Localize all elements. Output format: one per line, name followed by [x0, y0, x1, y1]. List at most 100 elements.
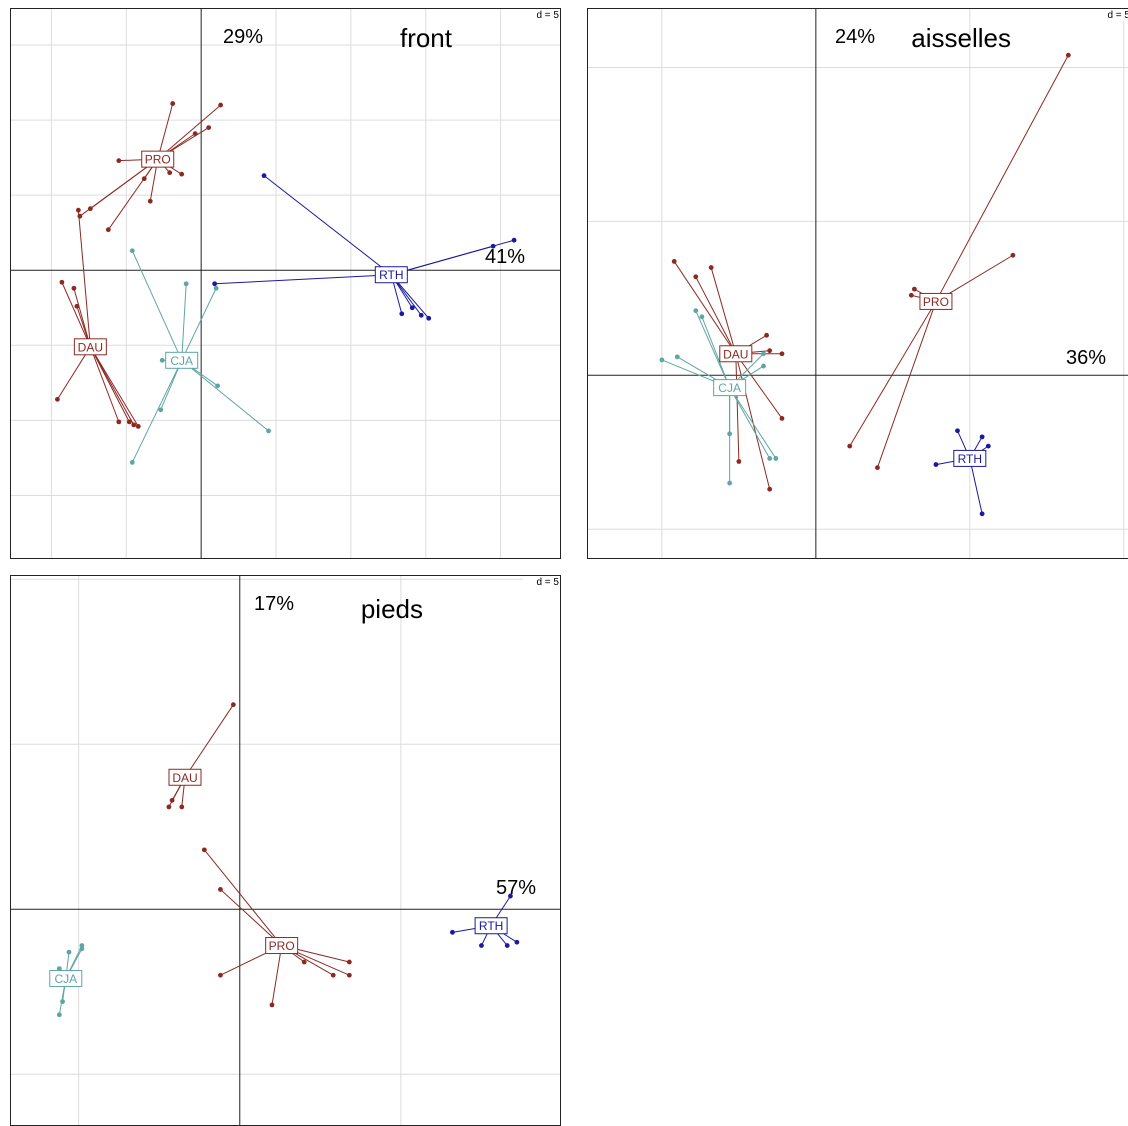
star-segment: [131, 250, 183, 361]
data-point: [699, 314, 705, 320]
data-point: [135, 423, 141, 429]
data-point: [183, 281, 189, 287]
data-point: [426, 315, 432, 321]
star-segment: [77, 210, 91, 347]
grid: [11, 576, 560, 1125]
label-text: PRO: [145, 153, 171, 167]
star-segment: [107, 158, 159, 230]
grid-scale-label: d = 5: [536, 10, 559, 21]
label-box: [374, 266, 408, 284]
data-point: [212, 281, 218, 287]
data-point: [266, 428, 271, 434]
data-point: [261, 173, 267, 179]
centroid-label-cja: CJA: [49, 970, 83, 988]
data-point: [79, 943, 85, 948]
data-point: [708, 265, 714, 270]
star-segment: [935, 54, 1069, 302]
data-point: [87, 206, 93, 212]
label-text: PRO: [269, 939, 295, 953]
data-point: [169, 797, 175, 803]
label-box: [919, 292, 953, 310]
data-point: [847, 443, 853, 449]
label-box: [49, 970, 83, 988]
star-segment: [673, 261, 737, 355]
label-text: CJA: [54, 972, 77, 986]
label-box: [713, 379, 747, 397]
data-point: [75, 207, 81, 213]
label-box: [165, 351, 199, 369]
data-point: [206, 125, 212, 131]
data-point: [727, 480, 733, 486]
data-point: [346, 959, 352, 965]
star-segment: [89, 346, 139, 427]
data-point: [301, 959, 307, 965]
centroid-label-dau: DAU: [73, 338, 107, 356]
data-point: [767, 486, 773, 492]
data-point: [330, 972, 336, 978]
data-point: [166, 804, 172, 810]
star-segment: [695, 276, 737, 354]
data-point: [215, 383, 221, 389]
star-segment: [220, 889, 283, 946]
data-point: [727, 431, 733, 437]
centroid-label-pro: PRO: [919, 292, 953, 310]
data-point: [346, 972, 352, 978]
label-box: [953, 449, 987, 467]
series-pro: [77, 101, 224, 233]
star-segment: [263, 175, 392, 276]
centroid-label-rth: RTH: [953, 449, 987, 467]
data-point: [479, 943, 484, 948]
data-point: [116, 158, 122, 164]
star-segment: [61, 282, 91, 348]
data-point: [514, 939, 520, 945]
data-point: [56, 1012, 62, 1018]
data-point: [985, 443, 991, 449]
star-segment: [181, 359, 269, 432]
data-point: [911, 286, 917, 292]
star-segment: [729, 387, 777, 459]
label-box: [265, 937, 299, 955]
star-segment: [56, 346, 91, 400]
data-point: [179, 804, 185, 810]
y-inertia-label: 29%: [223, 26, 263, 48]
data-point: [129, 460, 135, 465]
panel-aisselles: DAU CJA PRO RTH aisselles 24% 36% d = 5: [587, 8, 1128, 559]
star-segment: [271, 945, 283, 1006]
data-point: [908, 292, 914, 298]
data-point: [213, 285, 219, 291]
data-point: [66, 949, 72, 955]
data-point: [764, 332, 769, 338]
chart-pieds: DAU PRO CJA RTH pieds 17% 57% d = 5: [11, 576, 560, 1125]
data-point: [269, 1002, 275, 1008]
label-text: CJA: [718, 381, 741, 395]
star-segment: [729, 387, 771, 459]
centroid-label-cja: CJA: [165, 351, 199, 369]
data-point: [201, 847, 207, 853]
data-point: [1065, 52, 1071, 58]
star-segment: [89, 346, 120, 423]
label-text: RTH: [379, 268, 403, 282]
centroid-label-cja: CJA: [713, 379, 747, 397]
star-segment: [876, 301, 937, 468]
data-point: [59, 279, 65, 285]
star-segment: [131, 360, 183, 463]
data-point: [192, 131, 198, 137]
star-segment: [695, 310, 731, 388]
star-segment: [157, 103, 174, 160]
data-point: [141, 176, 147, 182]
label-box: [141, 150, 175, 168]
grid-scale-label: d = 5: [1107, 10, 1128, 21]
y-inertia-label: 17%: [254, 593, 294, 615]
data-point: [167, 170, 173, 176]
series-rth: [933, 428, 991, 517]
label-box: [719, 345, 753, 363]
label-box: [73, 338, 107, 356]
star-segment: [79, 158, 159, 217]
data-point: [399, 311, 405, 317]
data-point: [159, 357, 165, 363]
data-point: [158, 407, 164, 413]
centroid-label-dau: DAU: [168, 768, 202, 786]
grid: [588, 9, 1128, 558]
data-point: [767, 456, 773, 461]
data-point: [230, 702, 236, 708]
